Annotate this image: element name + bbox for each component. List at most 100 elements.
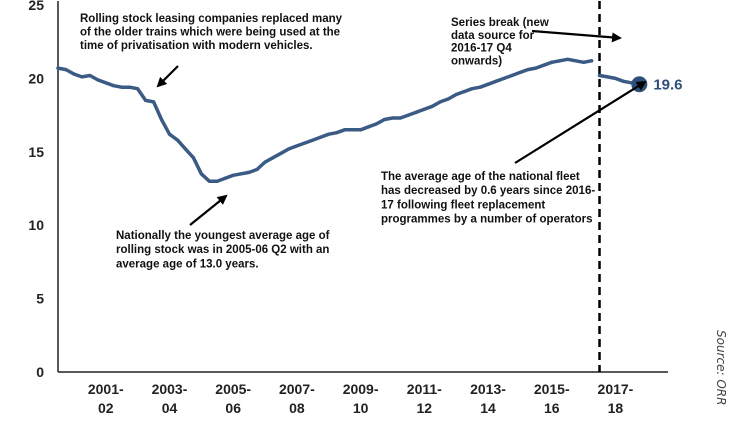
x-tick-label: 12 [417,400,433,416]
data-point [478,85,482,89]
data-point [589,59,594,63]
data-point [374,122,379,126]
data-point [558,59,562,63]
y-tick-label: 0 [36,364,44,380]
data-point [566,57,570,61]
x-tick-label: 04 [162,400,178,416]
data-point [303,141,307,145]
data-point [581,60,586,64]
data-point [199,172,203,176]
data-point [215,179,219,183]
x-tick-label: 2017- [598,381,634,397]
data-point [319,135,323,139]
data-point [621,79,626,83]
data-point [574,59,578,63]
data-point [526,67,530,72]
data-point [183,147,188,151]
end-point-label: 19.6 [653,76,682,93]
annotation-line: The average age of the national fleet [381,171,580,183]
data-point [366,125,371,129]
data-point [247,170,251,174]
data-point [351,128,355,132]
annotation-series-break: Series break (new data source for 2016-17 … [451,17,549,67]
data-point [88,73,92,78]
annotation-youngest-age: Nationally the youngest average age of ro… [116,230,330,270]
data-point [128,85,132,89]
data-point [430,104,434,108]
data-point [422,107,426,111]
data-point [359,128,363,132]
data-point [542,63,546,67]
annotation-line: rolling stock was in 2005-06 Q2 with an [116,244,329,256]
annotation-line: Rolling stock leasing companies replaced… [80,13,343,25]
y-tick-label: 10 [28,217,44,233]
data-point [112,84,116,88]
annotation-line: data source for [451,30,535,42]
data-point [295,144,299,148]
data-point [287,147,291,151]
arrow-youngest-age [189,194,228,226]
data-point [486,82,490,86]
annotation-line: Series break (new [451,17,549,29]
y-tick-label: 5 [36,291,44,307]
arrow-fleet-decrease [514,80,647,164]
data-point [80,75,84,79]
data-point [104,81,108,85]
annotation-line: Nationally the youngest average age of [116,230,330,242]
data-point [438,100,442,104]
data-point [143,98,148,103]
annotation-fleet-decrease: The average age of the national fleet has… [381,171,595,226]
x-tick-label: 06 [225,400,241,416]
annotation-arrows [156,29,647,226]
data-point [597,73,602,78]
data-point [159,117,164,122]
data-point [390,116,395,120]
annotation-line: onwards) [451,55,502,67]
series-line-1 [56,57,594,183]
data-point [151,100,156,104]
data-point [335,131,339,135]
data-point [72,72,76,76]
annotation-line: of the older trains which were being use… [80,27,340,39]
source-note: Source: ORR [714,330,728,405]
data-point [534,66,538,70]
x-tick-label: 2015- [534,381,570,397]
data-point [494,79,498,83]
x-tick-label: 02 [98,400,114,416]
arrow-series-break [531,29,622,43]
data-point [311,138,315,142]
data-point [446,97,450,101]
x-tick-label: 2005- [215,381,251,397]
data-point [613,76,618,80]
x-tick-label: 2011- [407,381,442,397]
annotation-line: average age of 13.0 years. [116,258,259,270]
data-point [279,151,283,155]
annotation-privatisation: Rolling stock leasing companies replaced… [80,13,343,52]
data-point [56,66,60,70]
data-point [454,92,458,97]
x-tick-label: 10 [353,400,369,416]
data-point [382,117,387,122]
data-point [398,116,403,120]
data-point [167,132,172,136]
data-point [462,90,466,94]
data-point [502,76,506,80]
data-point [255,167,259,172]
arrow-privatisation [156,65,179,88]
data-point [406,113,410,117]
data-point [231,173,235,177]
x-tick-label: 2013- [470,381,506,397]
tick-labels: 0 5 10 15 20 25 2001- 02 2003- 04 2005- 06 2007- 08 20… [28,0,633,416]
data-point [175,138,180,142]
data-point [327,132,331,136]
y-tick-label: 15 [28,144,44,160]
data-point [510,73,514,78]
x-tick-label: 2003- [152,381,188,397]
x-tick-label: 18 [608,400,624,416]
x-tick-label: 16 [544,400,560,416]
x-tick-label: 2001- [88,381,124,397]
data-point [263,160,267,164]
data-points: 19.6 [56,57,683,183]
annotations: Rolling stock leasing companies replaced… [80,13,595,270]
